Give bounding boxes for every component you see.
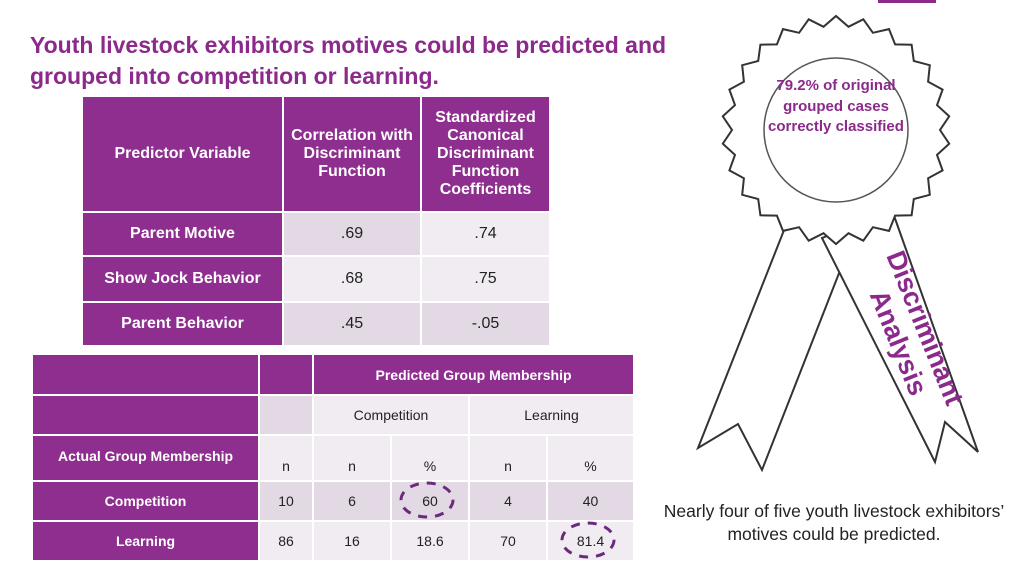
header-cell: Predicted Group Membership — [311, 353, 636, 396]
cell — [258, 394, 314, 436]
cell — [31, 394, 260, 436]
header-cell: Standardized Canonical Discriminant Func… — [420, 95, 551, 213]
cell: 6 — [312, 480, 392, 522]
cell: 18.6 — [390, 520, 470, 562]
header-cell: Actual Group Membership — [31, 434, 260, 482]
cell: .75 — [420, 255, 551, 303]
header-cell: Predictor Variable — [81, 95, 284, 213]
predictor-table: Predictor Variable Correlation with Disc… — [81, 95, 551, 347]
cell: 60 — [390, 480, 470, 522]
cell: 81.4 — [545, 520, 636, 562]
column-header: % — [545, 434, 636, 482]
cell: .69 — [282, 211, 422, 257]
column-header: n — [258, 434, 314, 482]
row-label: Learning — [31, 520, 260, 562]
cell: -.05 — [420, 301, 551, 347]
row-label: Show Jock Behavior — [81, 255, 284, 303]
membership-table: Predicted Group Membership Competition L… — [31, 353, 636, 562]
cell: .45 — [282, 301, 422, 347]
cell: 86 — [258, 520, 314, 562]
group-header: Competition — [312, 394, 470, 436]
cell: 10 — [258, 480, 314, 522]
row-label: Parent Behavior — [81, 301, 284, 347]
column-header: n — [468, 434, 548, 482]
cell — [258, 353, 314, 396]
ribbon-text: 79.2% of original grouped cases correctl… — [768, 77, 904, 135]
row-label: Parent Motive — [81, 211, 284, 257]
column-header: n — [312, 434, 392, 482]
header-cell: Correlation with Discriminant Function — [282, 95, 422, 213]
rosette-center — [763, 57, 909, 203]
row-label: Competition — [31, 480, 260, 522]
corner-mark — [878, 0, 936, 3]
group-header: Learning — [467, 394, 636, 436]
caption: Nearly four of five youth livestock exhi… — [663, 501, 1005, 544]
title: Youth livestock exhibitors motives could… — [30, 32, 667, 89]
cell: 16 — [312, 520, 392, 562]
column-header: % — [390, 434, 470, 482]
cell — [31, 353, 260, 396]
cell: .68 — [282, 255, 422, 303]
cell: 70 — [468, 520, 548, 562]
cell: 40 — [545, 480, 636, 522]
cell: 4 — [468, 480, 548, 522]
cell: .74 — [420, 211, 551, 257]
